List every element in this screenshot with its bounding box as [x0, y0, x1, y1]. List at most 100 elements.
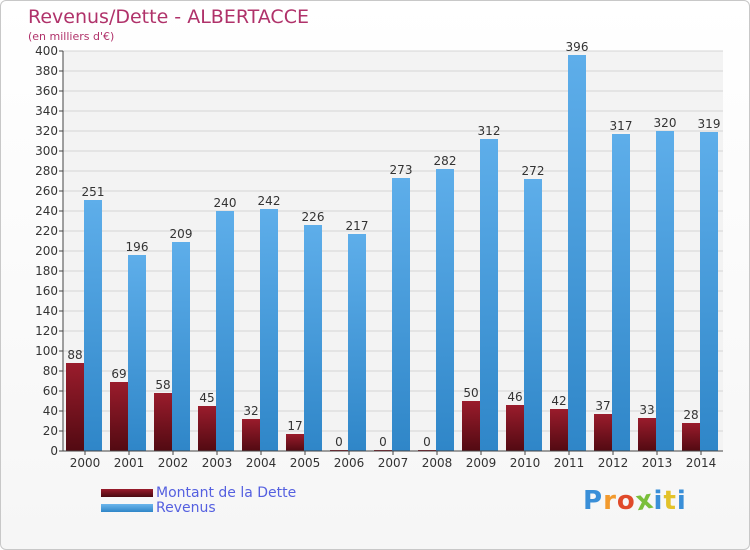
chart-subtitle: (en milliers d'€): [28, 30, 115, 43]
bar-debt: [66, 363, 84, 451]
data-label-debt: 0: [335, 435, 343, 449]
chart-title: Revenus/Dette - ALBERTACCE: [28, 6, 309, 28]
y-tick-label: 280: [35, 164, 58, 178]
data-label-revenus: 320: [654, 116, 677, 130]
bar-revenus: [348, 234, 366, 451]
legend-swatch-revenus: [101, 504, 153, 512]
bar-revenus: [700, 132, 718, 451]
y-tick-label: 80: [43, 364, 58, 378]
data-label-revenus: 273: [390, 163, 413, 177]
data-label-revenus: 319: [698, 117, 721, 131]
data-label-revenus: 196: [126, 240, 149, 254]
bar-revenus: [84, 200, 102, 451]
y-tick-label: 200: [35, 244, 58, 258]
x-tick-label: 2010: [510, 456, 541, 470]
bar-revenus: [436, 169, 454, 451]
y-tick-label: 120: [35, 324, 58, 338]
y-tick-label: 380: [35, 64, 58, 78]
y-tick-label: 240: [35, 204, 58, 218]
bar-debt: [462, 401, 480, 451]
data-label-revenus: 226: [302, 210, 325, 224]
data-label-debt: 88: [67, 348, 82, 362]
y-tick-label: 140: [35, 304, 58, 318]
data-label-revenus: 251: [82, 185, 105, 199]
x-tick-label: 2008: [422, 456, 453, 470]
data-label-debt: 37: [595, 399, 610, 413]
legend-label-revenus: Revenus: [156, 500, 216, 516]
y-tick-label: 40: [43, 404, 58, 418]
data-label-revenus: 240: [214, 196, 237, 210]
bar-revenus: [260, 209, 278, 451]
legend-label-debt: Montant de la Dette: [156, 485, 297, 501]
data-label-revenus: 282: [434, 154, 457, 168]
data-label-debt: 0: [379, 435, 387, 449]
bar-revenus: [392, 178, 410, 451]
bar-debt: [154, 393, 172, 451]
x-tick-label: 2001: [114, 456, 145, 470]
bar-revenus: [128, 255, 146, 451]
bar-revenus: [172, 242, 190, 451]
bar-debt: [638, 418, 656, 451]
x-tick-label: 2014: [686, 456, 717, 470]
x-tick-label: 2003: [202, 456, 233, 470]
data-label-revenus: 217: [346, 219, 369, 233]
y-tick-label: 260: [35, 184, 58, 198]
bar-debt: [198, 406, 216, 451]
data-label-debt: 33: [639, 403, 654, 417]
y-tick-label: 220: [35, 224, 58, 238]
y-tick-label: 180: [35, 264, 58, 278]
data-label-revenus: 209: [170, 227, 193, 241]
data-label-revenus: 396: [566, 40, 589, 54]
bar-revenus: [480, 139, 498, 451]
data-label-debt: 17: [287, 419, 302, 433]
data-label-debt: 0: [423, 435, 431, 449]
bar-debt: [682, 423, 700, 451]
x-tick-label: 2006: [334, 456, 365, 470]
legend-swatch-debt: [101, 489, 153, 497]
y-tick-label: 360: [35, 84, 58, 98]
data-label-revenus: 317: [610, 119, 633, 133]
bar-debt: [506, 405, 524, 451]
logo-letter: t: [663, 486, 677, 516]
x-tick-label: 2012: [598, 456, 629, 470]
data-label-revenus: 242: [258, 194, 281, 208]
x-tick-label: 2002: [158, 456, 189, 470]
bar-debt: [594, 414, 612, 451]
bar-revenus: [612, 134, 630, 451]
bar-revenus: [524, 179, 542, 451]
x-tick-label: 2000: [70, 456, 101, 470]
x-tick-label: 2013: [642, 456, 673, 470]
logo-letter: r: [603, 486, 617, 516]
data-label-debt: 42: [551, 394, 566, 408]
data-label-debt: 46: [507, 390, 522, 404]
y-tick-label: 20: [43, 424, 58, 438]
data-label-debt: 28: [683, 408, 698, 422]
y-tick-label: 340: [35, 104, 58, 118]
y-tick-label: 160: [35, 284, 58, 298]
y-tick-label: 300: [35, 144, 58, 158]
proxiti-logo: Proxiti: [583, 485, 687, 518]
x-tick-label: 2004: [246, 456, 277, 470]
y-tick-label: 320: [35, 124, 58, 138]
data-label-debt: 45: [199, 391, 214, 405]
x-tick-label: 2005: [290, 456, 321, 470]
y-tick-label: 60: [43, 384, 58, 398]
logo-letter: P: [583, 486, 604, 516]
data-label-revenus: 272: [522, 164, 545, 178]
bar-revenus: [216, 211, 234, 451]
y-tick-label: 400: [35, 44, 58, 58]
x-tick-label: 2007: [378, 456, 409, 470]
x-tick-label: 2011: [554, 456, 585, 470]
bar-debt: [286, 434, 304, 451]
data-label-debt: 69: [111, 367, 126, 381]
y-tick-label: 100: [35, 344, 58, 358]
data-label-debt: 58: [155, 378, 170, 392]
logo-letter: o: [616, 486, 636, 516]
data-label-debt: 50: [463, 386, 478, 400]
x-tick-label: 2009: [466, 456, 497, 470]
bar-revenus: [304, 225, 322, 451]
data-label-revenus: 312: [478, 124, 501, 138]
bar-debt: [550, 409, 568, 451]
